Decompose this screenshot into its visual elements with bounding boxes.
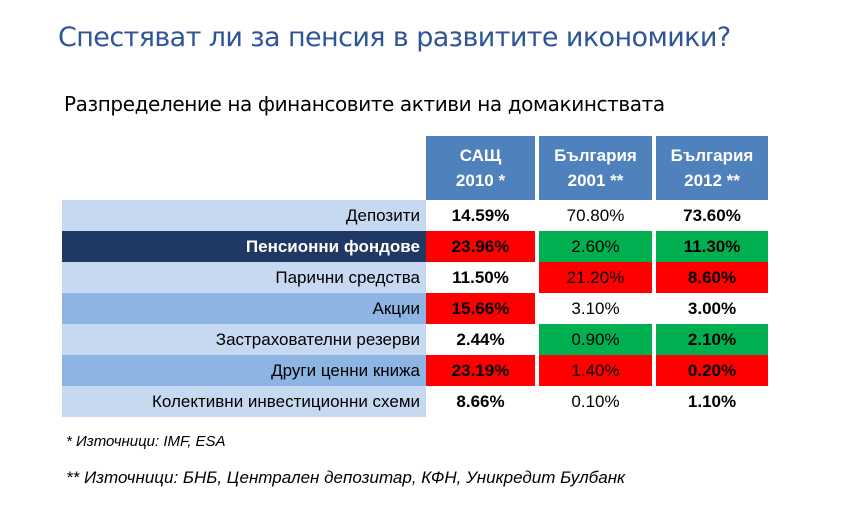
value-cell: 70.80% <box>566 205 625 225</box>
value-cell: 15.66% <box>426 293 535 324</box>
assets-table: САЩ 2010 * България 2001 ** България 201… <box>62 136 768 417</box>
table-row: Пенсионни фондове 23.96% 2.60% 11.30% <box>62 231 768 262</box>
value-cell: 2.10% <box>656 324 768 355</box>
column-header-line1: България <box>554 145 637 165</box>
table-row: Други ценни книжа 23.19% 1.40% 0.20% <box>62 355 768 386</box>
value-cell: 11.30% <box>656 231 768 262</box>
row-label: Пенсионни фондове <box>62 231 426 262</box>
column-header-usa-2010: САЩ 2010 * <box>426 136 535 200</box>
value-cell: 0.10% <box>571 391 620 411</box>
table-subtitle: Разпределение на финансовите активи на д… <box>64 92 665 116</box>
table-row: Акции 15.66% 3.10% 3.00% <box>62 293 768 324</box>
page-title: Спестяват ли за пенсия в развитите иконо… <box>58 22 731 53</box>
value-cell: 14.59% <box>451 205 510 225</box>
column-header-line1: България <box>670 145 754 165</box>
value-cell: 3.00% <box>687 298 737 318</box>
value-cell: 0.90% <box>539 324 652 355</box>
row-label: Парични средства <box>62 262 426 293</box>
column-header-line1: САЩ <box>459 145 502 165</box>
value-cell: 2.60% <box>539 231 652 262</box>
header-spacer <box>62 136 426 200</box>
value-cell: 1.10% <box>687 391 737 411</box>
column-header-line2: 2012 ** <box>684 171 740 190</box>
value-cell: 3.10% <box>571 298 620 318</box>
value-cell: 2.44% <box>456 329 505 349</box>
table-row: Депозити 14.59% 70.80% 73.60% <box>62 200 768 231</box>
column-header-bg-2001: България 2001 ** <box>539 136 652 200</box>
value-cell: 8.66% <box>456 391 505 411</box>
column-header-line2: 2001 ** <box>567 171 624 190</box>
table-header: САЩ 2010 * България 2001 ** България 201… <box>62 136 768 200</box>
row-label: Застрахователни резерви <box>62 324 426 355</box>
value-cell: 0.20% <box>656 355 768 386</box>
column-header-line2: 2010 * <box>455 171 506 190</box>
value-cell: 8.60% <box>656 262 768 293</box>
row-label: Други ценни книжа <box>62 355 426 386</box>
value-cell: 21.20% <box>539 262 652 293</box>
row-label: Колективни инвестиционни схеми <box>62 386 426 417</box>
source-note-2: ** Източници: БНБ, Централен депозитар, … <box>66 468 626 487</box>
value-cell: 1.40% <box>539 355 652 386</box>
source-note-1: * Източници: IMF, ESA <box>66 433 226 450</box>
value-cell: 11.50% <box>452 267 509 287</box>
row-label: Депозити <box>62 200 426 231</box>
table-row: Колективни инвестиционни схеми 8.66% 0.10%… <box>62 386 768 417</box>
table-row: Застрахователни резерви 2.44% 0.90% 2.10% <box>62 324 768 355</box>
value-cell: 23.19% <box>426 355 535 386</box>
column-header-bg-2012: България 2012 ** <box>656 136 768 200</box>
value-cell: 73.60% <box>683 205 741 225</box>
table-row: Парични средства 11.50% 21.20% 8.60% <box>62 262 768 293</box>
value-cell: 23.96% <box>426 231 535 262</box>
row-label: Акции <box>62 293 426 324</box>
table-body: Депозити 14.59% 70.80% 73.60% Пенсионни фонд… <box>62 200 768 417</box>
